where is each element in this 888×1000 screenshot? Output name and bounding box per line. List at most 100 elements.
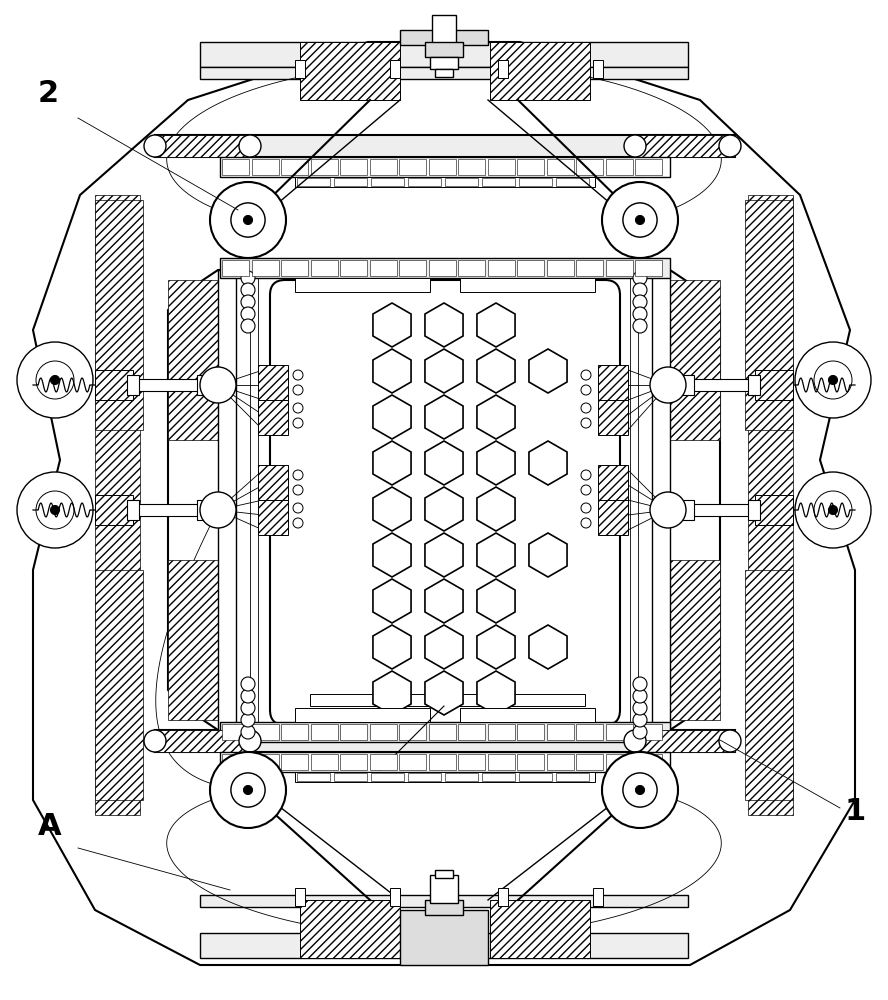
Bar: [295, 708, 430, 722]
Circle shape: [241, 307, 255, 321]
Polygon shape: [373, 579, 411, 623]
Circle shape: [293, 403, 303, 413]
Bar: [425, 900, 463, 915]
Bar: [281, 724, 308, 740]
Circle shape: [633, 701, 647, 715]
Bar: [498, 888, 508, 906]
Bar: [445, 773, 478, 781]
Bar: [340, 260, 367, 276]
Bar: [399, 754, 426, 770]
Circle shape: [633, 271, 647, 285]
Bar: [250, 270, 258, 730]
Bar: [458, 754, 485, 770]
Bar: [435, 69, 453, 77]
Bar: [482, 178, 515, 186]
Bar: [517, 260, 544, 276]
Polygon shape: [477, 303, 515, 347]
Bar: [371, 773, 404, 781]
Bar: [576, 724, 603, 740]
Circle shape: [633, 677, 647, 691]
Bar: [251, 754, 279, 770]
Bar: [281, 754, 308, 770]
Circle shape: [241, 283, 255, 297]
Bar: [432, 15, 456, 60]
Bar: [281, 260, 308, 276]
Bar: [220, 752, 670, 772]
Bar: [390, 60, 400, 78]
Bar: [652, 270, 670, 730]
Circle shape: [624, 730, 646, 752]
Polygon shape: [373, 303, 411, 347]
Bar: [488, 754, 514, 770]
Bar: [297, 178, 330, 186]
Bar: [311, 260, 337, 276]
Bar: [220, 722, 670, 742]
Circle shape: [602, 752, 678, 828]
Bar: [517, 724, 544, 740]
Circle shape: [144, 730, 166, 752]
Polygon shape: [425, 441, 463, 485]
Polygon shape: [477, 625, 515, 669]
Bar: [748, 500, 760, 520]
Circle shape: [795, 342, 871, 418]
Polygon shape: [425, 395, 463, 439]
Polygon shape: [477, 441, 515, 485]
Bar: [251, 159, 279, 175]
Polygon shape: [373, 533, 411, 577]
Circle shape: [200, 367, 236, 403]
Circle shape: [633, 689, 647, 703]
Bar: [745, 200, 793, 430]
Bar: [334, 178, 367, 186]
Bar: [576, 754, 603, 770]
Polygon shape: [373, 349, 411, 393]
Bar: [460, 708, 595, 722]
Polygon shape: [529, 441, 567, 485]
Polygon shape: [168, 270, 720, 730]
Bar: [517, 754, 544, 770]
Bar: [399, 260, 426, 276]
Circle shape: [814, 361, 852, 399]
Circle shape: [17, 342, 93, 418]
Bar: [251, 260, 279, 276]
Bar: [748, 375, 760, 395]
Bar: [519, 773, 552, 781]
Polygon shape: [477, 349, 515, 393]
Bar: [155, 135, 255, 157]
Bar: [576, 260, 603, 276]
Bar: [556, 178, 589, 186]
Bar: [593, 60, 603, 78]
Bar: [220, 258, 670, 278]
Bar: [430, 875, 458, 903]
Polygon shape: [477, 579, 515, 623]
Bar: [258, 465, 288, 500]
Bar: [429, 754, 456, 770]
Bar: [390, 888, 400, 906]
Circle shape: [602, 182, 678, 258]
Circle shape: [17, 472, 93, 548]
Polygon shape: [425, 625, 463, 669]
Circle shape: [36, 491, 74, 529]
Circle shape: [243, 785, 252, 795]
Bar: [95, 495, 133, 525]
Circle shape: [581, 403, 591, 413]
Circle shape: [231, 773, 266, 807]
Circle shape: [622, 203, 657, 237]
Bar: [670, 280, 720, 440]
Bar: [399, 159, 426, 175]
Bar: [400, 910, 488, 965]
Bar: [300, 42, 400, 100]
Bar: [458, 159, 485, 175]
Circle shape: [293, 485, 303, 495]
Bar: [630, 270, 638, 730]
Polygon shape: [425, 487, 463, 531]
Circle shape: [622, 773, 657, 807]
Bar: [635, 754, 662, 770]
Bar: [748, 195, 793, 815]
Bar: [598, 465, 628, 500]
Circle shape: [51, 505, 59, 515]
Bar: [297, 773, 330, 781]
Bar: [197, 375, 209, 395]
Circle shape: [241, 319, 255, 333]
Circle shape: [210, 182, 286, 258]
Polygon shape: [425, 303, 463, 347]
